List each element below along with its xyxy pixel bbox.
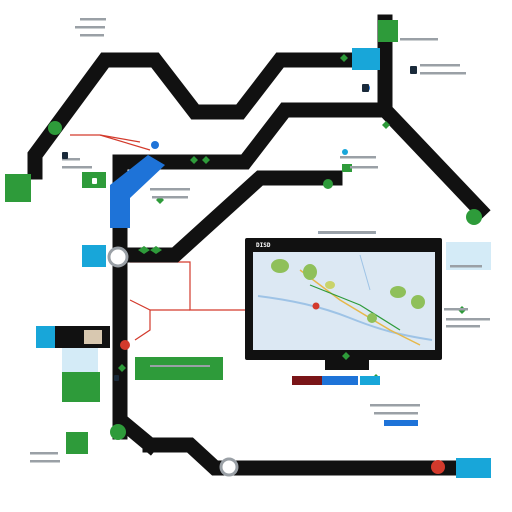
map-marker-icon <box>110 424 126 440</box>
panel-light-blue-left <box>62 348 98 372</box>
map-marker-icon <box>120 340 130 350</box>
stations <box>48 84 482 477</box>
panel-dark-red <box>292 376 322 385</box>
map-monitor: DISD <box>245 231 442 370</box>
bus-icon <box>410 66 417 74</box>
route-north-loop <box>27 14 393 180</box>
map-pin-icon <box>312 302 320 310</box>
round-station-icon <box>219 457 239 477</box>
dark-icons <box>62 66 417 381</box>
map-marker-icon <box>431 460 445 474</box>
map-marker-icon <box>48 121 62 135</box>
leaf-icon <box>15 181 23 189</box>
panel-cyan-bottom <box>456 458 491 478</box>
leaf-icon <box>138 246 150 254</box>
route-east-branch <box>377 52 491 221</box>
map-marker-icon <box>151 141 159 149</box>
leaf-icon <box>202 156 210 164</box>
panel-blue-bottom <box>384 420 418 426</box>
bus-icon <box>114 375 119 381</box>
map-marker-icon <box>466 209 482 225</box>
panel-blue-mid <box>322 376 358 385</box>
bus-icon <box>362 84 369 92</box>
bus-icon <box>62 152 68 159</box>
leaf-icon <box>78 381 86 389</box>
panels <box>5 20 491 478</box>
leaf-icon <box>190 156 198 164</box>
panel-cyan-corner <box>352 48 380 70</box>
route-mid-link <box>112 102 393 170</box>
leaf-icon <box>118 364 126 372</box>
leaf-icon <box>382 121 390 129</box>
panel-green-small <box>342 164 352 172</box>
leaf-icon <box>342 352 350 360</box>
label-marks <box>30 18 490 463</box>
leaf-icon <box>150 246 162 254</box>
leaf-icon <box>75 436 83 444</box>
leaf-icon <box>340 54 348 62</box>
teal-marks <box>342 149 380 385</box>
map-marker-icon <box>323 179 333 189</box>
route-center-branch <box>112 170 343 263</box>
panel-green-top <box>378 20 398 42</box>
monitor-label: DISD <box>256 242 271 249</box>
route-south <box>142 437 468 476</box>
route-highlight-blue <box>110 155 165 228</box>
bus-icon <box>92 178 97 184</box>
panel-cyan-left <box>82 245 106 267</box>
round-station-icon <box>107 246 129 268</box>
panel-green-bottom-left <box>66 432 88 454</box>
panel-green-bar <box>135 357 223 380</box>
